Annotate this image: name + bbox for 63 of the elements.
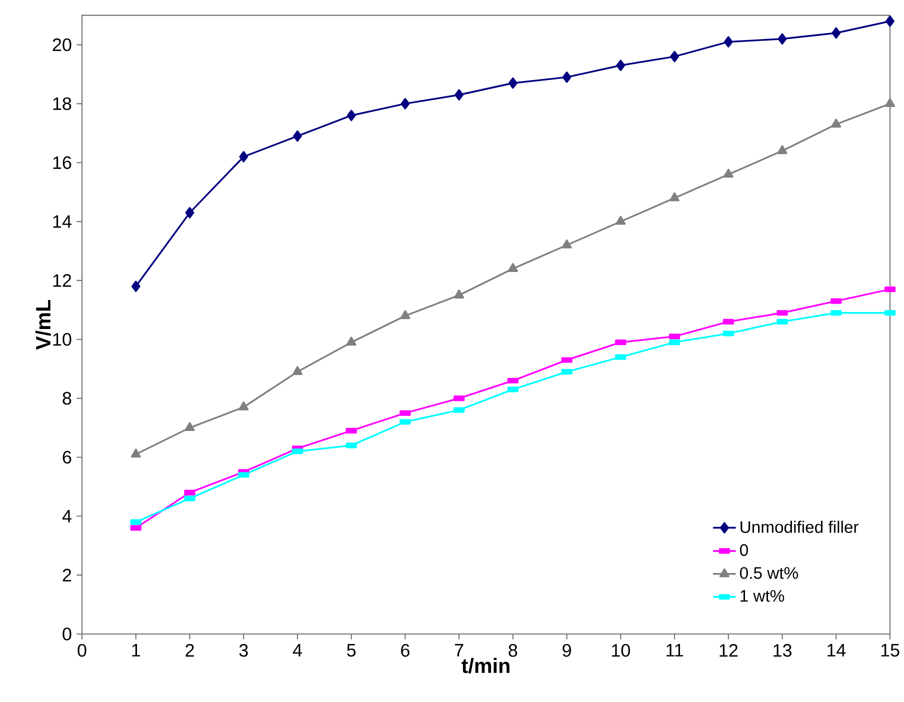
x-tick-label: 12: [720, 644, 738, 657]
x-tick-label: 5: [347, 644, 356, 657]
point: [562, 72, 572, 83]
y-tick-label: 2: [62, 568, 72, 582]
point: [670, 192, 680, 202]
y-tick-label: 14: [53, 215, 72, 228]
point: [400, 98, 410, 110]
y-tick-label: 8: [62, 392, 72, 405]
x-tick-label: 7: [454, 644, 464, 656]
legend-label: Unmodified filler: [740, 520, 859, 533]
point: [185, 207, 194, 218]
x-tick-label: 4: [292, 644, 302, 656]
point: [616, 60, 626, 72]
y-tick-label: 6: [62, 450, 72, 464]
point: [184, 422, 195, 432]
x-tick-label: 13: [774, 644, 792, 657]
legend-label: 0.5 wt%: [740, 567, 798, 579]
point: [777, 145, 788, 154]
point: [831, 118, 842, 128]
point: [724, 36, 733, 48]
x-tick-label: 8: [508, 644, 518, 657]
x-tick-label: 11: [666, 644, 684, 656]
point: [130, 448, 141, 458]
legend-label: 0: [740, 544, 748, 556]
y-tick-label: 20: [52, 38, 72, 52]
point: [778, 33, 787, 45]
point: [292, 366, 302, 376]
y-tick-label: 12: [53, 274, 72, 287]
point: [454, 290, 464, 298]
point: [293, 130, 302, 142]
y-tick-label: 4: [62, 510, 72, 522]
x-tick-label: 0: [78, 644, 86, 657]
y-tick-label: 16: [53, 156, 72, 169]
point: [562, 239, 572, 248]
x-tick-label: 14: [828, 644, 846, 656]
point: [454, 89, 464, 101]
y-axis-title: V/mL: [35, 300, 51, 350]
point: [238, 401, 249, 410]
y-tick-label: 10: [53, 333, 72, 346]
x-tick-label: 9: [562, 644, 571, 657]
point: [346, 336, 356, 346]
point: [832, 27, 841, 39]
y-tick-label: 18: [53, 97, 72, 110]
legend-label: 1 wt%: [740, 590, 784, 602]
x-tick-label: 15: [881, 644, 900, 657]
point: [670, 50, 679, 62]
point: [239, 151, 248, 162]
y-tick-label: 0: [62, 628, 72, 640]
point: [723, 168, 734, 178]
point: [131, 280, 140, 292]
x-axis-title: t/min: [462, 658, 510, 674]
x-tick-label: 3: [239, 644, 248, 657]
point: [884, 98, 896, 107]
x-tick-label: 1: [132, 644, 140, 656]
x-tick-label: 10: [612, 644, 630, 657]
x-tick-label: 6: [401, 644, 410, 657]
point: [886, 16, 894, 27]
point: [400, 310, 410, 320]
x-tick-label: 2: [186, 644, 194, 657]
point: [508, 77, 518, 89]
point: [616, 216, 626, 225]
point: [508, 263, 518, 272]
point: [346, 110, 356, 122]
